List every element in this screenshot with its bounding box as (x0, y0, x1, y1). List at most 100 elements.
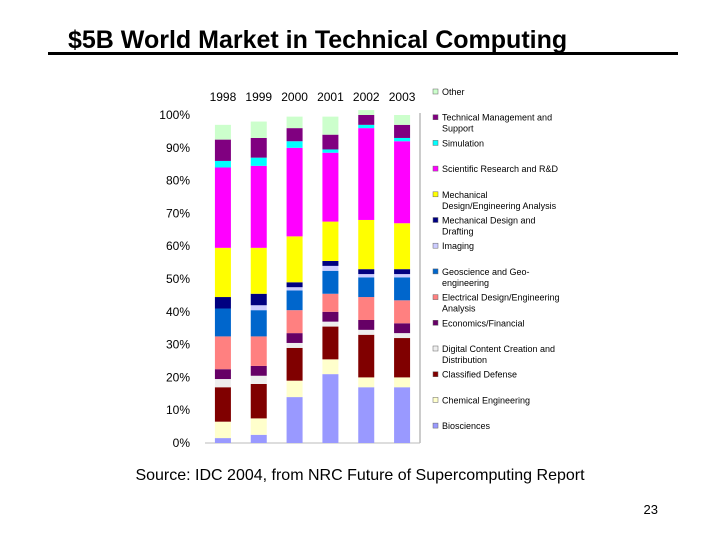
legend-swatch (432, 217, 439, 223)
legend-swatch (432, 397, 439, 403)
bar-segment-mechanical-design-engineering-analysis-2000 (286, 236, 303, 283)
bar-segment-economics-financial-2000 (286, 333, 303, 343)
legend-swatch (432, 140, 439, 146)
bar-segment-scientific-research-and-r-d-1998 (214, 167, 231, 248)
bar-segment-mechanical-design-engineering-analysis-2002 (358, 219, 375, 270)
bar-segment-scientific-research-and-r-d-2001 (322, 152, 339, 222)
bar-segment-digital-content-creation-and-distribution-1999 (250, 375, 267, 384)
bar-segment-digital-content-creation-and-distribution-2002 (358, 329, 375, 335)
bar-segment-other-2000 (286, 116, 303, 129)
bar-segment-geoscience-and-geo-engineering-1999 (250, 310, 267, 337)
bar-segment-imaging-1999 (250, 305, 267, 311)
bar-segment-electrical-design-engineering-analysis-1999 (250, 336, 267, 366)
legend-label: engineering (442, 278, 489, 288)
bar-segment-electrical-design-engineering-analysis-2000 (286, 310, 303, 334)
bar-segment-mechanical-design-and-drafting-2000 (286, 282, 303, 288)
bar-segment-simulation-2002 (358, 124, 375, 129)
bar-segment-simulation-2000 (286, 141, 303, 148)
bar-segment-technical-management-and-support-2002 (358, 115, 375, 125)
bar-segment-economics-financial-2003 (394, 323, 411, 334)
bar-segment-biosciences-1998 (214, 438, 231, 443)
bar-segment-simulation-2001 (322, 149, 339, 153)
legend-swatch (432, 345, 439, 352)
legend-label: Drafting (442, 227, 474, 237)
bar-segment-other-2002 (358, 110, 375, 115)
legend-label: Chemical Engineering (442, 395, 530, 405)
bar-segment-scientific-research-and-r-d-2000 (286, 147, 303, 237)
bar-segment-simulation-1998 (214, 160, 231, 168)
x-category-label: 2003 (389, 90, 416, 104)
y-tick-label: 60% (166, 239, 190, 253)
bar-segment-scientific-research-and-r-d-1999 (250, 165, 267, 248)
legend-label: Scientific Research and R&D (442, 164, 559, 174)
slide-title: $5B World Market in Technical Computing (68, 26, 568, 54)
legend-swatch (432, 165, 439, 172)
bar-segment-imaging-2002 (358, 274, 375, 278)
bar-segment-economics-financial-2001 (322, 311, 339, 322)
y-tick-label: 100% (159, 108, 190, 122)
bar-segment-economics-financial-1998 (214, 369, 231, 380)
bar-segment-biosciences-2000 (286, 397, 303, 443)
legend-label: Simulation (442, 138, 484, 148)
bar-segment-simulation-2003 (394, 137, 411, 142)
bar-segment-electrical-design-engineering-analysis-1998 (214, 336, 231, 370)
bar-segment-geoscience-and-geo-engineering-1998 (214, 308, 231, 337)
bar-segment-economics-financial-2002 (358, 320, 375, 330)
y-tick-label: 10% (166, 403, 190, 417)
legend-swatch (432, 320, 439, 326)
legend-label: Imaging (442, 241, 474, 251)
bar-segment-chemical-engineering-2003 (394, 377, 411, 388)
bar-segment-other-2001 (322, 116, 339, 135)
bar-segment-other-1998 (214, 124, 231, 140)
bar-segment-geoscience-and-geo-engineering-2003 (394, 277, 411, 301)
bar-segment-classified-defense-1999 (250, 383, 267, 419)
legend-swatch (432, 114, 439, 120)
legend-label: Geoscience and Geo- (442, 267, 530, 277)
legend-swatch (432, 242, 439, 249)
bar-segment-chemical-engineering-2002 (358, 377, 375, 388)
bar-segment-mechanical-design-and-drafting-1998 (214, 297, 231, 309)
bar-segment-scientific-research-and-r-d-2003 (394, 141, 411, 224)
title-underline (48, 52, 678, 55)
legend-label: Analysis (442, 304, 476, 314)
bar-segment-other-2003 (394, 115, 411, 125)
bar-segment-biosciences-2002 (358, 387, 375, 443)
bar-segment-scientific-research-and-r-d-2002 (358, 128, 375, 220)
bar-segment-simulation-1999 (250, 157, 267, 166)
x-category-label: 1998 (210, 90, 237, 104)
legend-swatch (432, 294, 439, 300)
bar-segment-classified-defense-2000 (286, 347, 303, 381)
x-category-label: 1999 (245, 90, 272, 104)
page-number: 23 (643, 502, 658, 517)
bar-segment-electrical-design-engineering-analysis-2001 (322, 293, 339, 312)
bar-segment-electrical-design-engineering-analysis-2003 (394, 300, 411, 324)
legend-swatch (432, 371, 439, 377)
bar-segment-mechanical-design-engineering-analysis-2003 (394, 223, 411, 270)
bar-segment-chemical-engineering-1999 (250, 418, 267, 435)
x-category-label: 2000 (281, 90, 308, 104)
bar-segment-digital-content-creation-and-distribution-2001 (322, 321, 339, 327)
bar-segment-technical-management-and-support-2000 (286, 128, 303, 142)
legend-label: Mechanical Design and (442, 216, 536, 226)
y-tick-label: 0% (173, 436, 191, 450)
bar-segment-classified-defense-2001 (322, 326, 339, 360)
legend-label: Biosciences (442, 421, 491, 431)
y-tick-label: 70% (166, 206, 190, 220)
legend-label: Technical Management and (442, 113, 552, 123)
bar-segment-biosciences-2003 (394, 387, 411, 443)
bar-segment-classified-defense-2003 (394, 338, 411, 378)
legend-label: Design/Engineering Analysis (442, 201, 557, 211)
bar-segment-geoscience-and-geo-engineering-2000 (286, 290, 303, 311)
bar-segment-technical-management-and-support-2003 (394, 124, 411, 138)
bar-segment-mechanical-design-and-drafting-2002 (358, 269, 375, 275)
x-category-label: 2002 (353, 90, 380, 104)
bar-segment-mechanical-design-engineering-analysis-1998 (214, 247, 231, 298)
y-tick-label: 80% (166, 174, 190, 188)
y-tick-label: 20% (166, 370, 190, 384)
legend-label: Classified Defense (442, 370, 517, 380)
bar-segment-technical-management-and-support-1998 (214, 139, 231, 161)
bar-segment-imaging-2000 (286, 287, 303, 291)
legend-label: Other (442, 87, 465, 97)
bar-segment-chemical-engineering-2001 (322, 359, 339, 375)
bar-segment-chemical-engineering-2000 (286, 380, 303, 398)
